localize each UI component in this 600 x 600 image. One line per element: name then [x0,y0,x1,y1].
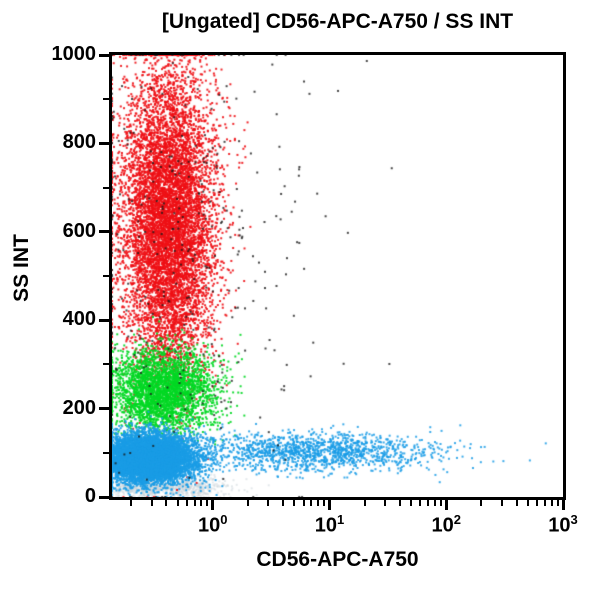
x-axis-minor-tick [165,500,168,506]
x-tick-label: 102 [431,512,461,537]
x-axis-minor-tick [363,500,366,506]
x-axis-minor-tick [293,500,296,506]
x-axis-minor-tick [130,500,133,506]
x-axis-minor-tick [310,500,313,506]
x-axis-major-tick [561,500,565,510]
x-axis-minor-tick [556,500,559,506]
x-axis-minor-tick [302,500,305,506]
y-axis-minor-tick [103,451,109,454]
y-tick-label: 1000 [51,43,97,65]
x-axis-minor-tick [526,500,529,506]
x-axis-minor-tick [384,500,387,506]
x-axis-minor-tick [150,500,153,506]
x-axis-title: CD56-APC-A750 [256,548,419,571]
x-axis-minor-tick [515,500,518,506]
x-axis-minor-tick [543,500,546,506]
x-axis-minor-tick [439,500,442,506]
x-axis-minor-tick [410,500,413,506]
x-axis-minor-tick [317,500,320,506]
y-axis-major-tick [99,407,109,411]
y-tick-label: 200 [62,396,96,419]
x-axis-major-tick [444,500,448,510]
x-axis-minor-tick [206,500,209,506]
x-axis-minor-tick [323,500,326,506]
plot-area [109,52,566,500]
y-axis-minor-tick [103,186,109,189]
y-tick-label: 600 [62,219,96,242]
x-axis-minor-tick [536,500,539,506]
scatter-canvas [112,55,563,497]
x-tick-label: 101 [314,512,345,537]
x-axis-minor-tick [550,500,553,506]
x-axis-minor-tick [419,500,422,506]
x-axis-minor-tick [193,500,196,506]
x-axis-major-tick [211,500,215,510]
y-axis-major-tick [99,230,109,234]
y-tick-label: 0 [84,485,96,507]
x-axis-minor-tick [282,500,285,506]
y-axis-major-tick [99,141,109,145]
x-axis-minor-tick [176,500,179,506]
x-axis-minor-tick [427,500,430,506]
x-axis-minor-tick [398,500,401,506]
y-axis-major-tick [99,495,109,499]
y-axis-minor-tick [103,363,109,366]
x-axis-minor-tick [246,500,249,506]
y-axis-major-tick [99,318,109,322]
y-tick-label: 800 [62,131,96,154]
y-axis-minor-tick [103,275,109,277]
x-axis-minor-tick [480,500,483,506]
x-axis-minor-tick [267,500,270,506]
x-axis-minor-tick [185,500,188,506]
y-axis-minor-tick [103,98,109,101]
y-tick-label: 400 [62,308,96,331]
x-axis-major-tick [328,500,332,510]
x-tick-label: 100 [198,512,228,537]
x-tick-label: 103 [548,512,578,537]
x-axis-minor-tick [433,500,436,506]
chart-title: [Ungated] CD56-APC-A750 / SS INT [161,10,514,33]
x-axis-minor-tick [500,500,503,506]
y-axis-major-tick [99,53,109,57]
x-axis-minor-tick [200,500,203,506]
